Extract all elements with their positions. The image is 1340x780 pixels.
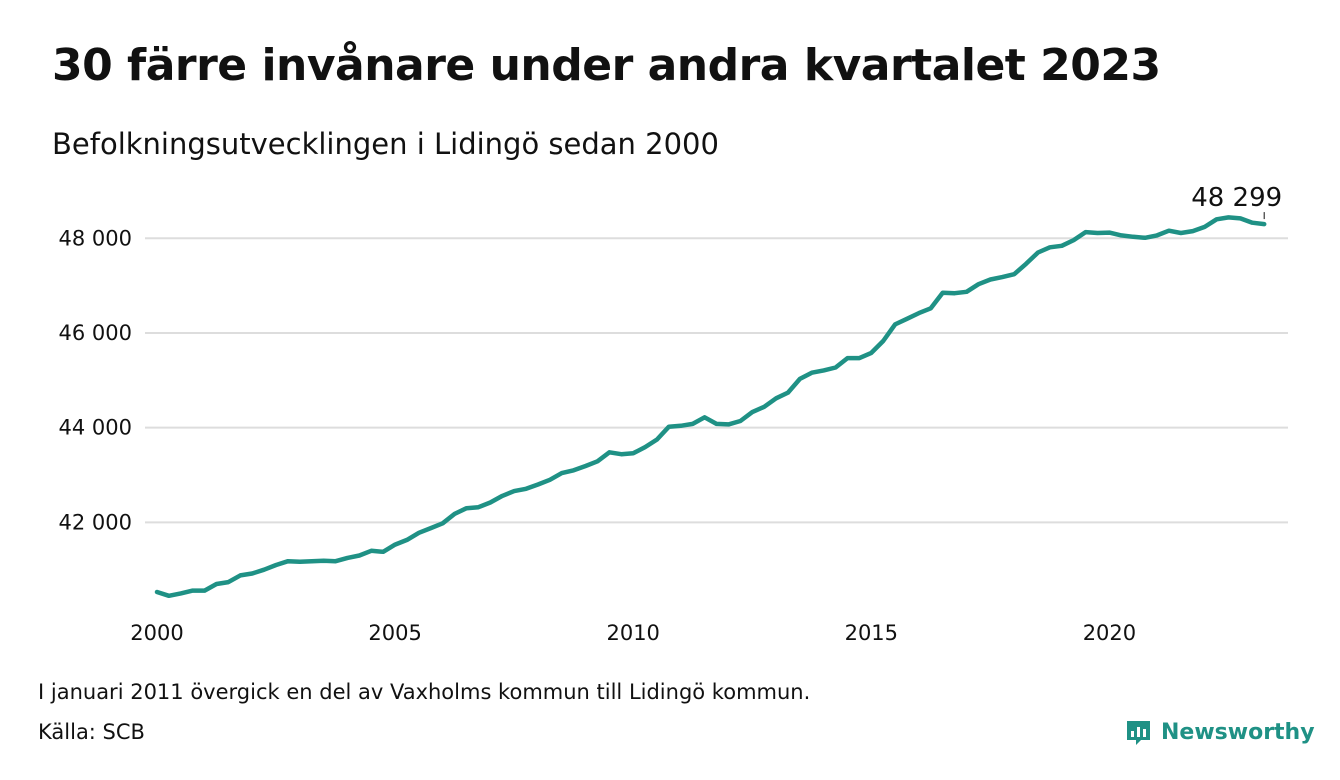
brand-name: Newsworthy — [1161, 719, 1315, 745]
annotations: 48 299 — [1191, 183, 1282, 220]
y-tick-label: 48 000 — [59, 226, 132, 250]
x-tick-label: 2020 — [1083, 621, 1136, 645]
brand-logo: Newsworthy — [1125, 715, 1315, 749]
x-tick-label: 2010 — [606, 621, 659, 645]
x-tick-label: 2015 — [845, 621, 898, 645]
y-tick-label: 44 000 — [59, 416, 132, 440]
source-credit: Källa: SCB — [38, 720, 145, 744]
footnote: I januari 2011 övergick en del av Vaxhol… — [38, 680, 811, 704]
bar-chart-speech-bubble-icon — [1127, 720, 1150, 745]
chart-subtitle: Befolkningsutvecklingen i Lidingö sedan … — [52, 127, 719, 161]
y-tick-label: 46 000 — [59, 321, 132, 345]
y-tick-label: 42 000 — [59, 510, 132, 534]
gridlines — [145, 237, 1288, 524]
end-value-label: 48 299 — [1191, 183, 1282, 213]
line-chart: 42 000 44 000 46 000 48 000 2000 2005 2010 201… — [59, 183, 1288, 645]
chart-title: 30 färre invånare under andra kvartalet … — [52, 40, 1161, 91]
y-axis-tick-labels: 42 000 44 000 46 000 48 000 — [59, 226, 132, 534]
x-tick-label: 2000 — [130, 621, 183, 645]
x-axis-tick-labels: 2000 2005 2010 2015 2020 — [130, 621, 1136, 645]
series — [154, 215, 1267, 599]
x-tick-label: 2005 — [368, 621, 421, 645]
population-line — [154, 215, 1267, 599]
